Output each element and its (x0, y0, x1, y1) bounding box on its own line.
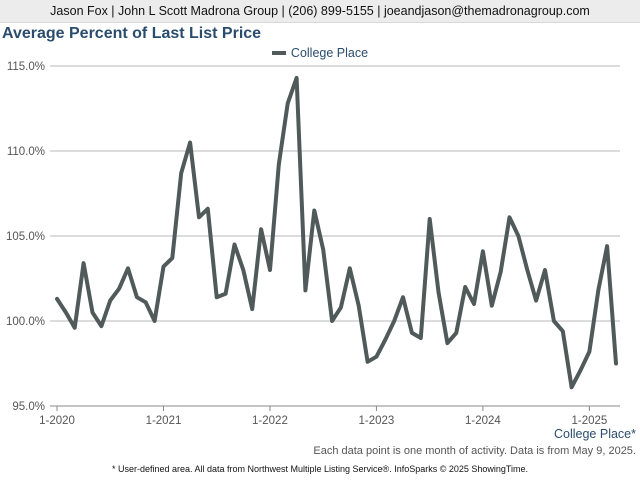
data-point (144, 300, 148, 304)
data-point (357, 304, 361, 308)
data-point (596, 288, 600, 292)
x-tick-label: 1-2023 (359, 415, 395, 427)
data-point (543, 268, 547, 272)
data-point (472, 302, 476, 306)
y-tick-label: 115.0% (7, 61, 45, 73)
data-point (277, 163, 281, 167)
data-point (215, 295, 219, 299)
data-point (401, 295, 405, 299)
data-point (392, 319, 396, 323)
data-point (410, 331, 414, 335)
data-point (73, 326, 77, 330)
data-point (153, 319, 157, 323)
data-note: Each data point is one month of activity… (313, 445, 636, 457)
data-point (570, 385, 574, 389)
chart-title: Average Percent of Last List Price (2, 25, 262, 42)
area-label: College Place* (554, 427, 636, 441)
legend-label: College Place (290, 46, 369, 60)
data-point (516, 234, 520, 238)
gridlines (50, 65, 620, 407)
data-point (437, 290, 441, 294)
data-point (224, 292, 228, 296)
x-tick-label: 1-2021 (146, 415, 182, 427)
axes: 95.0% 100.0% 105.0% 110.0% 115.0% 1-2020 1-202… (6, 61, 620, 427)
data-point (135, 295, 139, 299)
data-point (90, 311, 94, 314)
data-point (188, 141, 192, 144)
data-point (579, 368, 583, 372)
data-point (99, 324, 103, 328)
x-tick-label: 1-2020 (39, 415, 75, 427)
data-point (286, 101, 290, 105)
data-point (490, 304, 494, 308)
data-point (82, 261, 86, 265)
data-point (348, 266, 352, 270)
data-point (454, 331, 458, 335)
data-point (126, 266, 130, 270)
contact-header: Jason Fox | John L Scott Madrona Group |… (0, 0, 640, 23)
data-point (64, 311, 68, 314)
data-point (374, 355, 378, 359)
data-point (268, 268, 272, 272)
data-point (250, 307, 254, 311)
data-point (330, 319, 334, 323)
data-point (525, 268, 529, 272)
data-point (366, 360, 370, 364)
data-point (108, 299, 112, 303)
legend-swatch (271, 50, 286, 55)
x-tick-label: 1-2022 (252, 415, 288, 427)
x-tick-label: 1-2024 (465, 415, 501, 427)
y-tick-label: 100.0% (6, 316, 45, 328)
series-layer (55, 75, 618, 390)
data-point (170, 256, 174, 260)
data-point (481, 249, 485, 253)
data-point (419, 336, 423, 340)
line-chart: 95.0% 100.0% 105.0% 110.0% 115.0% 1-2020 1-202… (6, 61, 620, 427)
data-point (259, 227, 263, 231)
data-point (445, 341, 449, 345)
series-line (55, 75, 618, 390)
data-point (614, 362, 618, 365)
y-tick-label: 105.0% (6, 231, 45, 243)
data-point (383, 338, 387, 342)
x-tick-label: 1-2025 (571, 415, 607, 427)
legend: College Place (0, 46, 640, 60)
data-point (241, 268, 245, 272)
data-point (339, 305, 343, 309)
data-point (561, 329, 565, 333)
data-point (534, 299, 538, 303)
data-point (303, 288, 307, 292)
y-tick-label: 95.0% (12, 401, 45, 413)
data-point (321, 248, 325, 252)
data-point (605, 244, 609, 248)
data-point (428, 217, 432, 221)
data-point (161, 265, 165, 269)
data-point (197, 215, 201, 219)
data-point (55, 297, 59, 301)
data-point (312, 209, 316, 212)
data-point (508, 215, 512, 219)
data-point (295, 76, 299, 80)
data-point (552, 319, 556, 323)
y-tick-label: 110.0% (7, 146, 45, 158)
data-point (206, 207, 210, 211)
data-point (179, 171, 183, 175)
data-point (463, 285, 467, 289)
source-credit: * User-defined area. All data from North… (111, 464, 529, 474)
data-point (232, 243, 236, 246)
data-point (499, 270, 503, 274)
data-point (117, 287, 121, 291)
data-point (587, 350, 591, 354)
